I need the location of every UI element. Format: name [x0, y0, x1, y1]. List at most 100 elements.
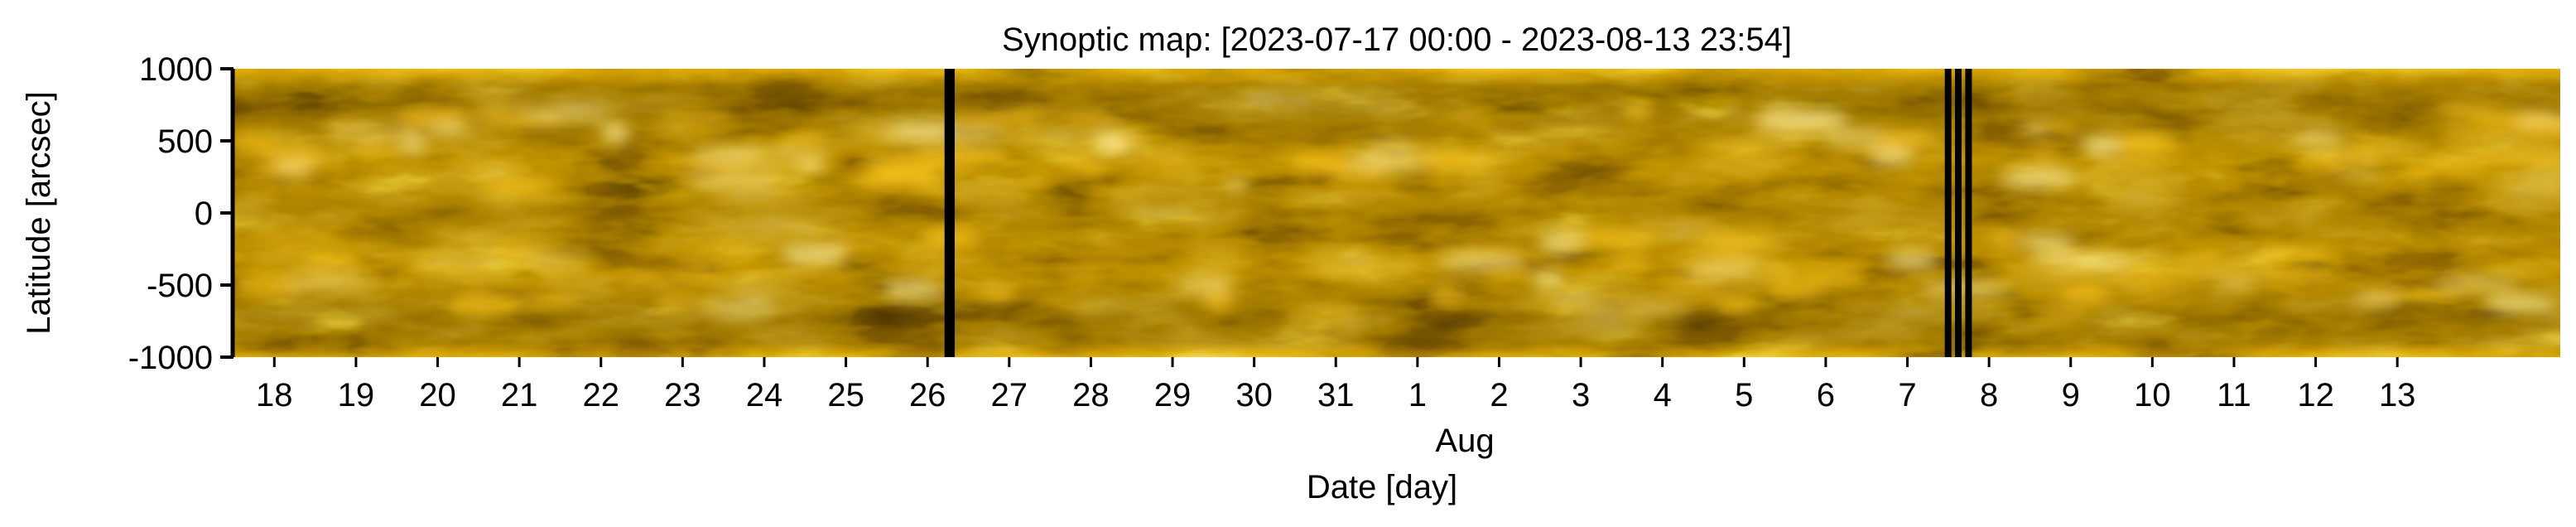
- bright-region: [1280, 309, 1362, 320]
- bright-region: [1655, 252, 1755, 269]
- bright-region: [2370, 288, 2462, 299]
- bright-region: [2475, 151, 2559, 170]
- x-tick-label: 28: [1072, 377, 1110, 413]
- bright-region: [1124, 159, 1202, 171]
- bright-region: [305, 251, 361, 264]
- bright-region: [658, 296, 689, 307]
- bright-region: [399, 133, 427, 154]
- x-tick-label: 7: [1898, 377, 1916, 413]
- data-gap: [1944, 69, 1952, 357]
- bright-region: [797, 155, 827, 173]
- bright-region: [2112, 133, 2179, 154]
- bright-region: [602, 124, 630, 143]
- x-tick-label: 27: [991, 377, 1028, 413]
- x-tick-label: 10: [2134, 377, 2171, 413]
- bright-region: [2420, 159, 2492, 172]
- bright-region: [1706, 143, 1771, 152]
- bright-region: [2256, 247, 2338, 263]
- bright-region: [2301, 155, 2346, 172]
- bright-region: [658, 110, 736, 130]
- bright-region: [1110, 130, 1163, 143]
- x-tick-label: 5: [1735, 377, 1753, 413]
- bright-region: [1439, 113, 1495, 125]
- bright-region: [1332, 164, 1388, 184]
- bright-region: [1885, 251, 1938, 268]
- x-tick-label: 11: [2217, 377, 2251, 413]
- x-axis: 18 19 20 21 22 23 24 25 26 27 28 29 30 31 1 2 3 4 5 6 7 8 9 10 1…: [256, 357, 2415, 413]
- y-tick-label: 500: [157, 123, 213, 160]
- bright-region: [1698, 234, 1774, 248]
- bright-region: [1486, 264, 1533, 273]
- bright-region: [683, 175, 781, 188]
- bright-region: [1416, 152, 1491, 168]
- bright-region: [1289, 152, 1351, 174]
- active-regions: [234, 102, 2560, 325]
- x-tick-label: 9: [2062, 377, 2080, 413]
- bright-region: [2338, 169, 2383, 178]
- x-tick-label: 20: [419, 377, 456, 413]
- bright-region: [2265, 269, 2341, 288]
- bright-region: [1023, 172, 1049, 189]
- bright-region: [860, 153, 947, 172]
- y-tick-label: 0: [195, 196, 213, 232]
- bright-region: [1066, 110, 1126, 126]
- bright-region: [428, 126, 467, 135]
- bright-region: [1756, 109, 1850, 131]
- y-axis-label: Latitude [arcsec]: [21, 91, 57, 335]
- bright-region: [1061, 264, 1101, 279]
- bright-region: [1766, 283, 1828, 300]
- bright-region: [281, 278, 376, 288]
- bright-region: [885, 121, 955, 142]
- bright-region: [509, 293, 577, 307]
- bright-region: [1656, 280, 1724, 289]
- bright-region: [2294, 128, 2347, 147]
- bright-region: [2028, 252, 2128, 266]
- bright-region: [670, 266, 727, 283]
- bright-region: [2351, 139, 2380, 157]
- x-tick-label: 2: [1490, 377, 1508, 413]
- bright-region: [679, 163, 749, 176]
- bright-region: [686, 301, 725, 309]
- bright-region: [701, 305, 775, 320]
- bright-region: [677, 244, 762, 265]
- y-axis: 1000 500 0 -500 -1000: [128, 51, 235, 376]
- data-gap: [944, 69, 955, 357]
- bright-region: [2021, 122, 2048, 133]
- bright-region: [2012, 292, 2097, 300]
- bright-region: [2017, 235, 2076, 249]
- bright-region: [234, 135, 279, 152]
- bright-region: [484, 177, 558, 196]
- x-tick-label: 30: [1235, 377, 1273, 413]
- bright-region: [1203, 288, 1232, 310]
- bright-region: [2401, 167, 2434, 182]
- x-axis-label: Date [day]: [1307, 469, 1457, 505]
- x-tick-label: 4: [1654, 377, 1672, 413]
- x-tick-label: 6: [1817, 377, 1835, 413]
- bright-region: [2113, 272, 2198, 284]
- bright-region: [1685, 265, 1758, 278]
- bright-region: [982, 286, 1016, 303]
- bright-region: [241, 173, 311, 181]
- y-tick-label: -1000: [128, 340, 213, 376]
- x-tick-label: 12: [2297, 377, 2334, 413]
- bright-region: [2442, 123, 2515, 142]
- x-tick-label: 18: [256, 377, 293, 413]
- x-tick-label: 22: [582, 377, 619, 413]
- x-tick-label: 3: [1572, 377, 1590, 413]
- bright-region: [780, 135, 830, 144]
- bright-region: [2119, 287, 2199, 299]
- bright-region: [1611, 253, 1650, 270]
- bright-region: [1365, 140, 1394, 155]
- bright-region: [2000, 170, 2077, 187]
- bright-region: [1221, 180, 1249, 191]
- x-tick-label: 8: [1980, 377, 1998, 413]
- bright-region: [1531, 272, 1564, 287]
- bright-region: [988, 108, 1076, 118]
- x-tick-label: 21: [501, 377, 538, 413]
- bright-region: [2434, 102, 2498, 121]
- x-tick-label: 13: [2379, 377, 2416, 413]
- bright-region: [1867, 150, 1914, 164]
- bright-region: [691, 148, 767, 162]
- bright-region: [2483, 295, 2557, 312]
